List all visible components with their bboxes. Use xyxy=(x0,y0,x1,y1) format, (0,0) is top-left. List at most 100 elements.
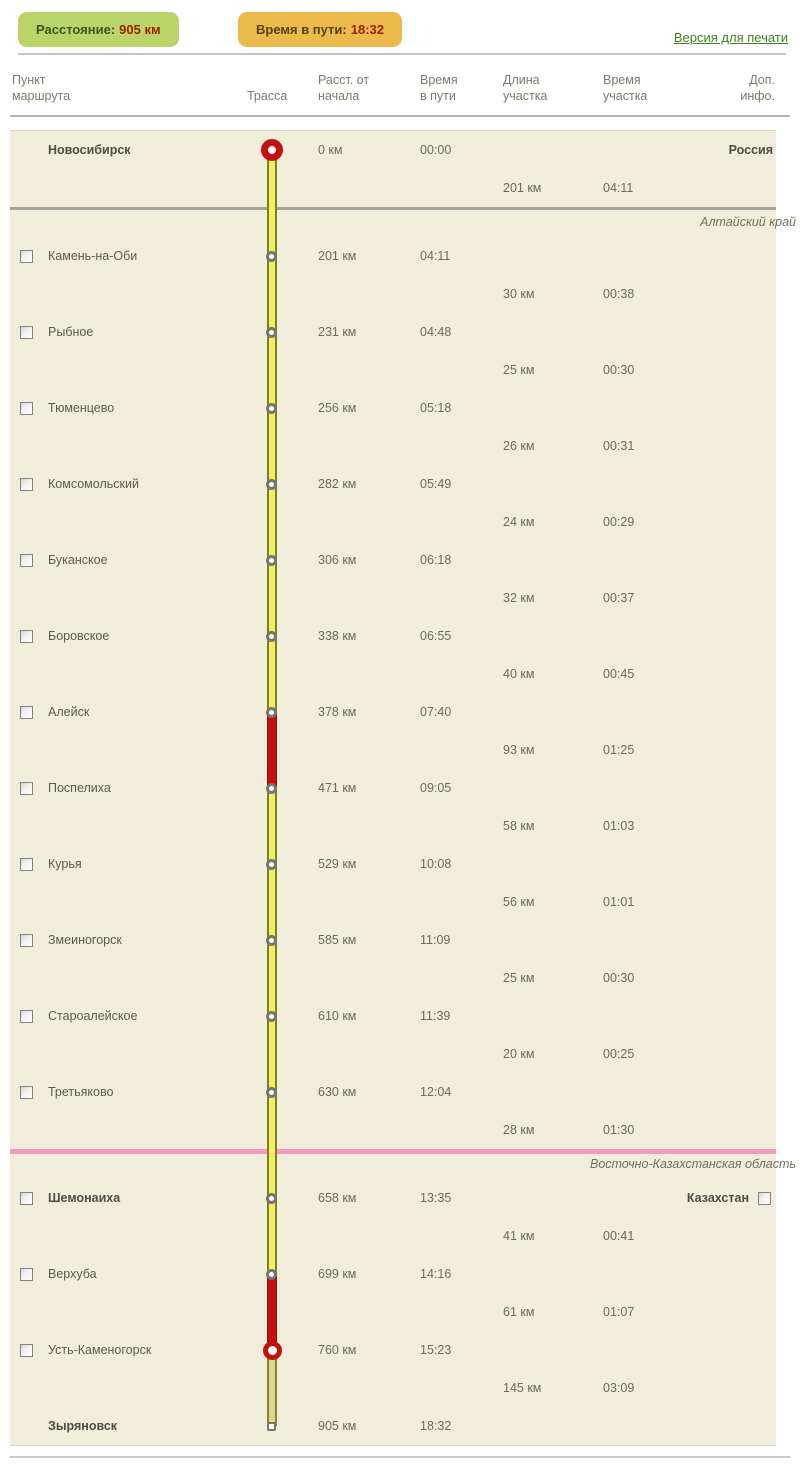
column-header-road: Трасса xyxy=(247,89,288,103)
waypoint-name: Усть-Каменогорск xyxy=(48,1343,152,1357)
segment-duration: 01:01 xyxy=(603,895,635,909)
column-header-point: Пункт маршрута xyxy=(12,73,71,103)
time-en-route: 09:05 xyxy=(420,781,452,795)
waypoint-checkbox[interactable] xyxy=(20,1085,33,1099)
time-en-route: 06:55 xyxy=(420,629,452,643)
road-line-segment xyxy=(267,484,277,503)
time-en-route: 12:04 xyxy=(420,1085,452,1099)
road-line-segment xyxy=(267,1274,277,1293)
time-en-route: 13:35 xyxy=(420,1191,452,1205)
country-checkbox[interactable] xyxy=(758,1191,771,1205)
column-header-segment-length: Длина участка xyxy=(503,73,548,103)
segment-row: 32 км 00:37 xyxy=(10,579,776,617)
distance-from-start: 471 км xyxy=(318,781,357,795)
time-en-route: 00:00 xyxy=(420,143,452,157)
column-header-extra-info: Доп. инфо. xyxy=(740,73,775,103)
road-line-segment xyxy=(267,693,277,712)
segment-row: 58 км 01:03 xyxy=(10,807,776,845)
waypoint-name: Верхуба xyxy=(48,1267,97,1281)
segment-duration: 00:30 xyxy=(603,971,635,985)
segment-row: 201 км 04:11 xyxy=(10,169,776,207)
segment-duration: 00:37 xyxy=(603,591,635,605)
print-version-link[interactable]: Версия для печати xyxy=(673,30,788,45)
segment-length: 40 км xyxy=(503,667,535,681)
waypoint-name: Шемонаиха xyxy=(48,1191,121,1205)
waypoint-checkbox[interactable] xyxy=(20,401,33,415)
waypoint-name: Комсомольский xyxy=(48,477,139,491)
segment-duration: 00:45 xyxy=(603,667,635,681)
route-end-marker-icon xyxy=(267,1421,276,1431)
waypoint-checkbox[interactable] xyxy=(20,1267,33,1281)
segment-row: 61 км 01:07 xyxy=(10,1293,776,1331)
road-line-segment xyxy=(267,617,277,636)
waypoint-checkbox[interactable] xyxy=(20,1191,33,1205)
stop-marker-icon xyxy=(266,402,277,414)
road-line-segment xyxy=(267,256,277,275)
road-line-segment xyxy=(267,731,277,769)
stop-marker-icon xyxy=(266,478,277,490)
segment-length: 93 км xyxy=(503,743,535,757)
waypoint-checkbox[interactable] xyxy=(20,705,33,719)
waypoint-name: Алейск xyxy=(48,705,90,719)
road-line-segment xyxy=(267,1198,277,1217)
waypoint-name: Староалейское xyxy=(48,1009,138,1023)
region-label: Алтайский край xyxy=(700,215,796,229)
column-header-distance: Расст. от начала xyxy=(318,73,370,103)
duration-badge: Время в пути: 18:32 xyxy=(238,12,402,47)
road-line-segment xyxy=(267,864,277,883)
waypoint-name: Зыряновск xyxy=(48,1419,118,1433)
road-line-segment xyxy=(267,1369,277,1407)
waypoint-row: Зыряновск 905 км 18:32 xyxy=(10,1407,776,1445)
waypoint-checkbox[interactable] xyxy=(20,629,33,643)
waypoint-name: Поспелиха xyxy=(48,781,111,795)
waypoint-row: Камень-на-Оби 201 км 04:11 xyxy=(10,237,776,275)
country-label: Россия xyxy=(728,143,773,157)
waypoint-name: Боровское xyxy=(48,629,110,643)
waypoint-checkbox[interactable] xyxy=(20,249,33,263)
stop-marker-icon xyxy=(266,326,277,338)
stop-marker-icon xyxy=(266,706,277,718)
road-line-segment xyxy=(267,313,277,332)
waypoint-checkbox[interactable] xyxy=(20,553,33,567)
duration-label: Время в пути: xyxy=(256,22,347,37)
segment-duration: 01:30 xyxy=(603,1123,635,1137)
time-en-route: 11:09 xyxy=(420,933,451,947)
segment-row: 93 км 01:25 xyxy=(10,731,776,769)
segment-duration: 03:09 xyxy=(603,1381,635,1395)
segment-length: 41 км xyxy=(503,1229,535,1243)
stop-marker-icon xyxy=(266,554,277,566)
waypoint-checkbox[interactable] xyxy=(20,325,33,339)
road-line-segment xyxy=(267,207,277,237)
waypoint-row: Курья 529 км 10:08 xyxy=(10,845,776,883)
segment-row: 30 км 00:38 xyxy=(10,275,776,313)
road-line-segment xyxy=(267,959,277,997)
road-line-segment xyxy=(267,712,277,731)
segment-length: 20 км xyxy=(503,1047,535,1061)
segment-duration: 00:38 xyxy=(603,287,635,301)
segment-row: 56 км 01:01 xyxy=(10,883,776,921)
segment-row: 25 км 00:30 xyxy=(10,959,776,997)
time-en-route: 11:39 xyxy=(420,1009,451,1023)
stop-marker-icon xyxy=(266,1086,277,1098)
waypoint-checkbox[interactable] xyxy=(20,781,33,795)
segment-row: 24 км 00:29 xyxy=(10,503,776,541)
waypoint-checkbox[interactable] xyxy=(20,857,33,871)
stop-marker-icon xyxy=(266,250,277,262)
time-en-route: 18:32 xyxy=(420,1419,452,1433)
waypoint-checkbox[interactable] xyxy=(20,477,33,491)
waypoint-row: Рыбное 231 км 04:48 xyxy=(10,313,776,351)
road-line-segment xyxy=(267,389,277,408)
waypoint-name: Камень-на-Оби xyxy=(48,249,138,263)
waypoint-checkbox[interactable] xyxy=(20,933,33,947)
segment-length: 30 км xyxy=(503,287,535,301)
waypoint-row: Боровское 338 км 06:55 xyxy=(10,617,776,655)
road-line-segment xyxy=(267,807,277,845)
road-line-segment xyxy=(267,169,277,207)
waypoint-checkbox[interactable] xyxy=(20,1343,33,1357)
segment-duration: 00:30 xyxy=(603,363,635,377)
distance-from-start: 306 км xyxy=(318,553,357,567)
road-line-segment xyxy=(267,845,277,864)
stop-marker-icon xyxy=(266,630,277,642)
waypoint-name: Рыбное xyxy=(48,325,94,339)
waypoint-checkbox[interactable] xyxy=(20,1009,33,1023)
